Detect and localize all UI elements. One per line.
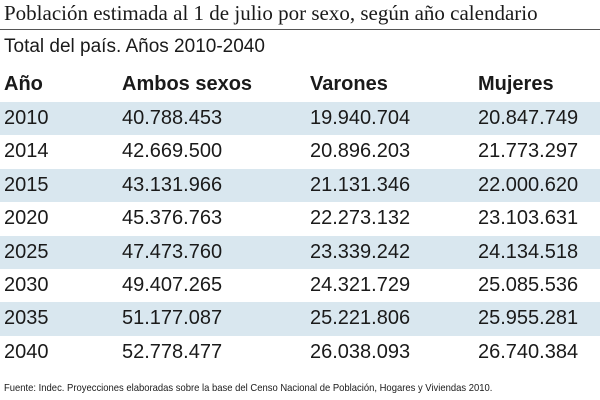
title: Población estimada al 1 de julio por sex… (4, 1, 538, 25)
table-cell: 42.669.500 (122, 140, 223, 163)
table-cell: 21.773.297 (478, 140, 579, 163)
table-cell: 2015 (4, 173, 49, 196)
table-cell: 25.085.536 (478, 273, 579, 296)
table-cell: 19.940.704 (310, 107, 411, 129)
table-cell: 25.955.281 (478, 307, 579, 330)
table-cell: 2040 (4, 340, 49, 363)
table-cell: 20.847.749 (478, 107, 579, 129)
table: Año Ambos sexos Varones Mujeres 2010 40.788.4… (0, 68, 600, 369)
table-cell: 25.221.806 (310, 307, 411, 330)
table-cell: 26.740.384 (478, 340, 579, 363)
table-cell: 20.896.203 (310, 140, 411, 163)
table-cell: 23.103.631 (478, 207, 579, 230)
table-cell: 2030 (4, 273, 49, 296)
table-cell: 43.131.966 (122, 173, 223, 196)
column-header: Varones (310, 73, 388, 95)
table-row: 2040 52.778.477 26.038.093 26.740.384 (0, 336, 600, 369)
table-row: 2030 49.407.265 24.321.729 25.085.536 (0, 269, 600, 302)
title-rule (0, 29, 600, 30)
table-cell: 26.038.093 (310, 340, 411, 363)
table-cell: 52.778.477 (122, 340, 223, 363)
table-cell: 45.376.763 (122, 207, 223, 230)
header-row: Año Ambos sexos Varones Mujeres (0, 68, 600, 102)
table-cell: 21.131.346 (310, 173, 411, 196)
table-cell: 51.177.087 (122, 307, 223, 330)
table-cell: 2014 (4, 140, 49, 163)
table-row: 2025 47.473.760 23.339.242 24.134.518 (0, 235, 600, 269)
table-cell: 2025 (4, 240, 49, 263)
table-cell: 22.000.620 (478, 173, 579, 196)
table-cell: 2035 (4, 307, 49, 330)
table-cell: 22.273.132 (310, 207, 411, 230)
column-header: Mujeres (478, 73, 554, 95)
table-row: 2010 40.788.453 19.940.704 20.847.749 (0, 102, 600, 136)
table-cell: 23.339.242 (310, 240, 411, 263)
table-cell: 24.134.518 (478, 240, 579, 263)
table-row: 2035 51.177.087 25.221.806 25.955.281 (0, 302, 600, 336)
table-cell: 2010 (4, 107, 49, 129)
table-row: 2015 43.131.966 21.131.346 22.000.620 (0, 168, 600, 203)
column-header: Ambos sexos (122, 73, 253, 95)
table-row: 2014 42.669.500 20.896.203 21.773.297 (0, 135, 600, 168)
column-header: Año (4, 73, 43, 95)
table-cell: 24.321.729 (310, 273, 411, 296)
table-cell: 40.788.453 (122, 107, 223, 129)
table-cell: 47.473.760 (122, 240, 223, 263)
subtitle: Total del país. Años 2010-2040 (4, 36, 265, 57)
table-row: 2020 45.376.763 22.273.132 23.103.631 (0, 202, 600, 235)
source-note: Fuente: Indec. Proyecciones elaboradas s… (4, 382, 493, 394)
table-cell: 2020 (4, 207, 49, 230)
table-cell: 49.407.265 (122, 273, 223, 296)
